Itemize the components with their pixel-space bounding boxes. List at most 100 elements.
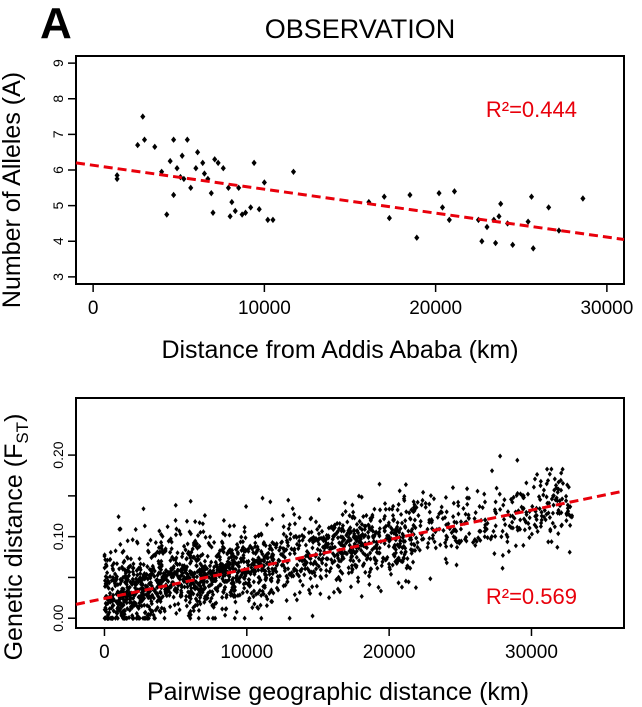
data-point (446, 521, 451, 527)
data-point (186, 613, 191, 619)
data-point (197, 589, 202, 595)
data-point (185, 571, 190, 577)
data-point (187, 552, 192, 559)
data-point (555, 489, 560, 495)
data-point (527, 515, 532, 521)
allele-distance-chart: OBSERVATION 0 10000 20000 30000 3 4 5 6 7 8 9 Distan… (0, 14, 633, 364)
data-point (147, 580, 152, 587)
data-point (398, 511, 404, 518)
data-point (393, 559, 398, 565)
data-point (239, 211, 245, 218)
data-point (330, 560, 335, 566)
data-point (137, 556, 142, 562)
data-point (122, 579, 128, 586)
data-point (157, 528, 162, 534)
data-point (113, 548, 118, 554)
data-point (316, 537, 321, 543)
data-point (557, 498, 562, 504)
data-point (141, 592, 146, 598)
x-tick-label: 10000 (220, 642, 273, 663)
data-point (114, 175, 120, 183)
data-point (170, 579, 175, 586)
data-point (114, 598, 119, 605)
data-point (382, 513, 387, 519)
data-point (141, 572, 146, 578)
data-point (305, 566, 310, 572)
data-point (194, 585, 199, 591)
data-point (286, 526, 291, 532)
data-point (366, 522, 371, 528)
data-point (195, 545, 200, 551)
data-point (142, 610, 147, 616)
data-point (236, 563, 241, 569)
data-point (168, 549, 173, 555)
data-point (400, 545, 405, 551)
data-point (145, 602, 150, 609)
data-point (464, 519, 469, 525)
data-point (453, 537, 458, 544)
data-point (350, 566, 355, 572)
data-point (386, 214, 392, 222)
data-point (242, 529, 247, 535)
data-point (195, 592, 200, 598)
data-point (430, 526, 435, 532)
data-point (534, 516, 539, 523)
data-point (304, 548, 310, 555)
data-point (146, 589, 152, 595)
data-point (451, 514, 456, 520)
data-point (363, 552, 368, 558)
data-point (251, 588, 257, 594)
data-point (150, 592, 155, 598)
data-point (281, 512, 286, 519)
data-point (348, 584, 354, 590)
data-point (168, 536, 173, 542)
data-point (375, 565, 380, 571)
data-point (182, 563, 187, 569)
data-point (396, 501, 401, 508)
data-point (138, 561, 143, 567)
data-point (367, 573, 372, 579)
data-point (135, 572, 140, 578)
data-point (323, 538, 328, 544)
data-point (155, 598, 160, 605)
data-point (493, 499, 498, 505)
data-point (115, 610, 120, 616)
data-point (383, 523, 389, 529)
data-point (174, 560, 179, 566)
data-point (529, 531, 534, 537)
data-point (359, 547, 364, 554)
data-point (230, 559, 236, 566)
data-point (255, 604, 260, 610)
data-point (374, 529, 379, 535)
data-point (127, 569, 132, 575)
data-point (354, 563, 359, 569)
data-point (218, 564, 223, 570)
data-point (231, 523, 237, 529)
data-point (269, 578, 274, 584)
data-point (214, 562, 219, 568)
data-point (559, 523, 564, 529)
data-point (236, 184, 242, 192)
data-point (379, 563, 384, 569)
data-point (165, 524, 170, 530)
data-point (204, 579, 210, 585)
data-point (545, 500, 550, 506)
data-point (251, 593, 256, 600)
data-point (218, 566, 224, 572)
data-point (372, 506, 377, 512)
data-point (123, 597, 128, 603)
data-point (125, 584, 130, 591)
data-point (254, 549, 259, 555)
data-point (501, 502, 506, 508)
data-point (518, 517, 523, 523)
data-point (271, 590, 276, 596)
data-point (103, 581, 108, 587)
data-point (423, 500, 428, 506)
data-point (397, 529, 402, 535)
data-point (315, 526, 320, 532)
data-point (227, 523, 232, 529)
data-point (156, 544, 162, 551)
data-point (539, 513, 544, 519)
data-point (146, 594, 151, 600)
data-point (340, 534, 345, 540)
